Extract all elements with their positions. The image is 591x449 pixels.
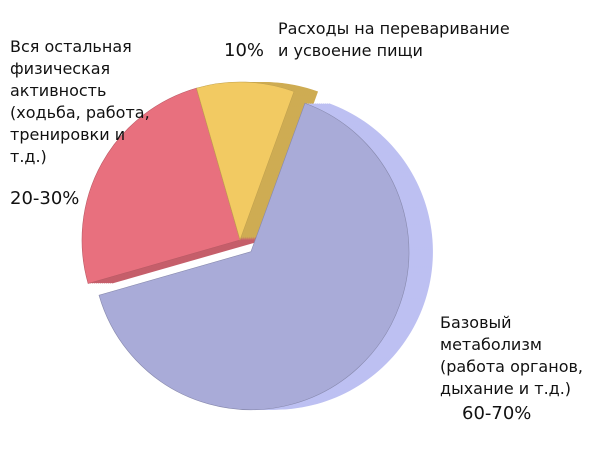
slice [98, 102, 410, 410]
slice-value-label: 60-70% [462, 403, 532, 424]
slice-label: Вся остальная физическая активность (ход… [10, 37, 150, 166]
slice [81, 87, 241, 284]
slice-label: Базовый метаболизм (работа органов, дыха… [440, 313, 583, 398]
slice-label: Расходы на переваривание и усвоение пищи [278, 19, 510, 60]
slice [196, 81, 295, 241]
slice-value-label: 10% [224, 40, 265, 61]
slice-value-label: 20-30% [10, 188, 80, 209]
